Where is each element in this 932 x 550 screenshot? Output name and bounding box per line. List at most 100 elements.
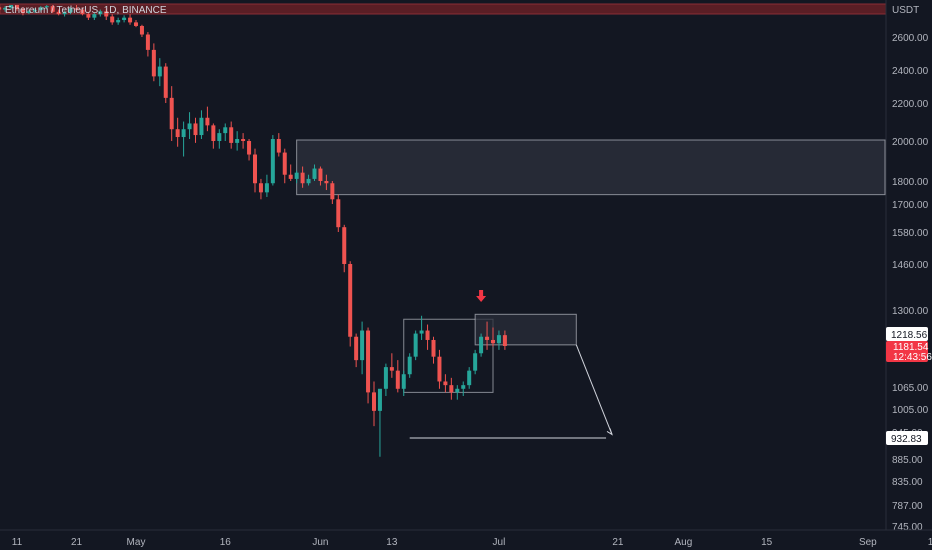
candle-body (116, 20, 121, 23)
time-axis[interactable]: 11 21 May 16 Jun 13 Jul 21 Aug 15 Sep 12 (12, 537, 932, 548)
candle (383, 363, 388, 397)
projection-arrow-head (606, 428, 613, 436)
candle (50, 5, 55, 13)
candle (372, 381, 376, 427)
candle (330, 181, 335, 204)
candle (199, 110, 204, 140)
candle (324, 174, 329, 191)
candle (175, 117, 180, 147)
price-tick-label: 1460.00 (892, 260, 929, 271)
candle (181, 121, 186, 157)
candle (38, 6, 43, 12)
price-tick-label: 1580.00 (892, 228, 929, 239)
candle-body (264, 183, 269, 193)
candle-body (223, 127, 228, 134)
candle (139, 24, 144, 37)
candle (26, 9, 31, 15)
candle (312, 164, 317, 181)
upper-price-tag: 1218.56 (886, 327, 928, 341)
candle (366, 327, 371, 404)
candle-body (372, 392, 376, 411)
candle (205, 106, 210, 132)
candle-body (110, 16, 115, 23)
candle-body (134, 22, 138, 26)
candle (276, 133, 281, 157)
candle-body (151, 49, 156, 77)
lower-price-tag-text: 932.83 (891, 434, 922, 445)
range-box[interactable] (403, 318, 494, 393)
candle (128, 14, 133, 25)
candle (62, 10, 67, 17)
candle-body (92, 14, 97, 18)
candle-body (461, 385, 466, 389)
candle (479, 333, 484, 357)
supply-zone-1[interactable] (296, 139, 886, 196)
time-tick-label: 15 (761, 537, 773, 548)
price-tick-label: 2600.00 (892, 33, 929, 44)
candle-body (389, 367, 394, 371)
candle-body (366, 330, 371, 393)
candle (68, 7, 73, 15)
candle (496, 330, 501, 350)
candle-body (282, 152, 287, 175)
candle-body (56, 11, 61, 15)
candle (473, 349, 478, 375)
candle (300, 166, 305, 188)
price-tick-label: 1065.00 (892, 383, 929, 394)
candle-body (330, 183, 335, 200)
candle (9, 5, 14, 10)
candle-body (419, 330, 424, 334)
candle-body (342, 227, 347, 264)
price-tick-label: 1800.00 (892, 177, 929, 188)
candle-body (336, 199, 341, 228)
candle-body (276, 139, 281, 153)
candle (389, 353, 394, 378)
candle-body (62, 12, 67, 15)
candle-body (44, 6, 49, 8)
candle-body (235, 139, 240, 143)
candle (437, 349, 442, 389)
candle (235, 131, 240, 151)
candle-body (217, 133, 222, 141)
time-tick-label: Aug (675, 537, 693, 548)
candle-body (413, 333, 418, 357)
candle-body (3, 7, 8, 10)
candle (401, 370, 406, 397)
candle (491, 327, 495, 347)
time-tick-label: 16 (220, 537, 232, 548)
supply-zone-2[interactable] (474, 313, 577, 346)
candle-body (157, 66, 162, 77)
candle (80, 7, 85, 16)
candle-body (20, 8, 25, 13)
candle-body (348, 264, 353, 337)
candle (15, 5, 19, 11)
candle (217, 129, 222, 149)
candle-body (306, 178, 311, 184)
time-tick-label: 21 (612, 537, 624, 548)
candle (20, 7, 25, 16)
last-price-text: 1181.54 (893, 342, 929, 353)
top-resistance-band (0, 4, 886, 14)
time-tick-label: 12 (928, 537, 932, 548)
candle-body (473, 353, 478, 371)
price-tick-label: 2200.00 (892, 99, 929, 110)
price-tick-label: 1005.00 (892, 405, 929, 416)
candle (157, 58, 162, 87)
candle (32, 8, 37, 13)
candle-body (383, 367, 388, 389)
candle (86, 11, 91, 21)
price-tick-label: 835.00 (892, 477, 923, 488)
candle (502, 330, 507, 350)
candle-body (449, 385, 454, 393)
projection-arrow[interactable] (575, 344, 613, 435)
candle (342, 224, 347, 273)
candle-body (80, 9, 85, 15)
time-tick-label: 13 (386, 537, 398, 548)
candle-body (122, 17, 127, 21)
candle (413, 330, 418, 361)
candle (187, 112, 192, 140)
candle (211, 123, 216, 149)
down-arrow-marker[interactable] (476, 289, 487, 302)
candle-body (407, 356, 412, 375)
